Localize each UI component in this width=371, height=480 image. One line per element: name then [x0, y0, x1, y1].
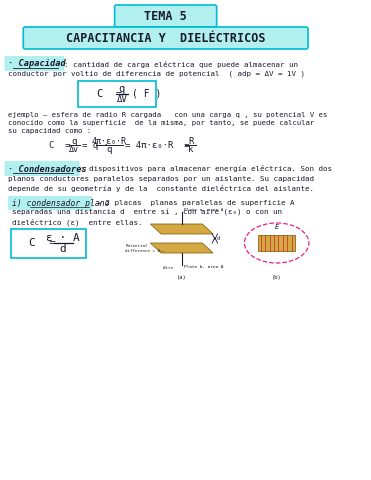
Text: i) condensador plano: i) condensador plano [12, 199, 109, 208]
Text: : dispositivos para almacenar energía eléctrica. Son dos: : dispositivos para almacenar energía el… [80, 166, 332, 172]
Text: depende de su geometría y de la  constante dieléctrica del aislante.: depende de su geometría y de la constant… [8, 184, 314, 192]
FancyBboxPatch shape [23, 27, 308, 49]
Text: : cantidad de carga eléctrica que puede almacenar un: : cantidad de carga eléctrica que puede … [65, 60, 298, 68]
Text: q: q [72, 136, 77, 145]
Text: 4π·ε₀·R: 4π·ε₀·R [92, 136, 127, 145]
Text: ( F ): ( F ) [132, 89, 161, 99]
Text: planos conductores paralelos separados por un aislante. Su capacidad: planos conductores paralelos separados p… [8, 176, 314, 182]
Text: CAPACITANCIA Y  DIELÉCTRICOS: CAPACITANCIA Y DIELÉCTRICOS [66, 33, 265, 46]
Polygon shape [150, 243, 213, 253]
FancyBboxPatch shape [4, 56, 65, 71]
Text: Δv: Δv [69, 145, 79, 154]
Text: d: d [217, 237, 220, 241]
Text: TEMA 5: TEMA 5 [144, 11, 187, 24]
FancyBboxPatch shape [4, 161, 80, 176]
FancyBboxPatch shape [78, 81, 156, 107]
Text: (b): (b) [272, 276, 282, 280]
Text: su capacidad como :: su capacidad como : [8, 128, 91, 134]
Text: C  =: C = [49, 141, 71, 149]
Text: conductor por voltio de diferencia de potencial  ( adp = ΔV = 1V ): conductor por voltio de diferencia de po… [8, 71, 305, 77]
Text: ejemplo – esfera de radio R cargada   con una carga q , su potencial V es: ejemplo – esfera de radio R cargada con … [8, 112, 328, 118]
FancyBboxPatch shape [115, 5, 217, 27]
Text: conocido como la superficie  de la misma, por tanto, se puede calcular: conocido como la superficie de la misma,… [8, 120, 314, 126]
FancyBboxPatch shape [8, 196, 92, 210]
Text: Wire: Wire [163, 266, 173, 270]
Text: Potential: Potential [125, 244, 148, 248]
Text: R: R [188, 136, 193, 145]
Text: = 4π·ε₀·R  =: = 4π·ε₀·R = [125, 141, 190, 149]
Text: ε · A: ε · A [46, 233, 79, 243]
Text: C  =: C = [29, 238, 56, 248]
Text: k: k [188, 145, 193, 154]
Text: = q ·: = q · [82, 141, 109, 149]
FancyBboxPatch shape [11, 229, 86, 258]
Text: E: E [275, 224, 279, 230]
Text: (a): (a) [177, 276, 187, 280]
Text: d: d [59, 244, 66, 254]
Text: Plate a, area A: Plate a, area A [184, 208, 223, 212]
Text: q: q [119, 84, 125, 94]
Text: C  =: C = [97, 89, 122, 99]
Bar [258, 235, 295, 251]
Text: · Capacidad: · Capacidad [8, 60, 66, 69]
Text: Plate b, area A: Plate b, area A [184, 265, 223, 269]
Text: separadas una distancia d  entre sí , con aire (ε₀) o con un: separadas una distancia d entre sí , con… [12, 209, 282, 216]
Polygon shape [150, 224, 213, 234]
Text: ΔV: ΔV [116, 95, 127, 104]
Text: dieléctrico (ε)  entre ellas.: dieléctrico (ε) entre ellas. [12, 218, 142, 226]
Text: · Condensadores: · Condensadores [8, 165, 87, 173]
Text: difference = Vₐₙ: difference = Vₐₙ [125, 249, 165, 253]
Text: q: q [106, 145, 112, 154]
Text: → 2 placas  planas paralelas de superficie A: → 2 placas planas paralelas de superfici… [92, 201, 295, 206]
